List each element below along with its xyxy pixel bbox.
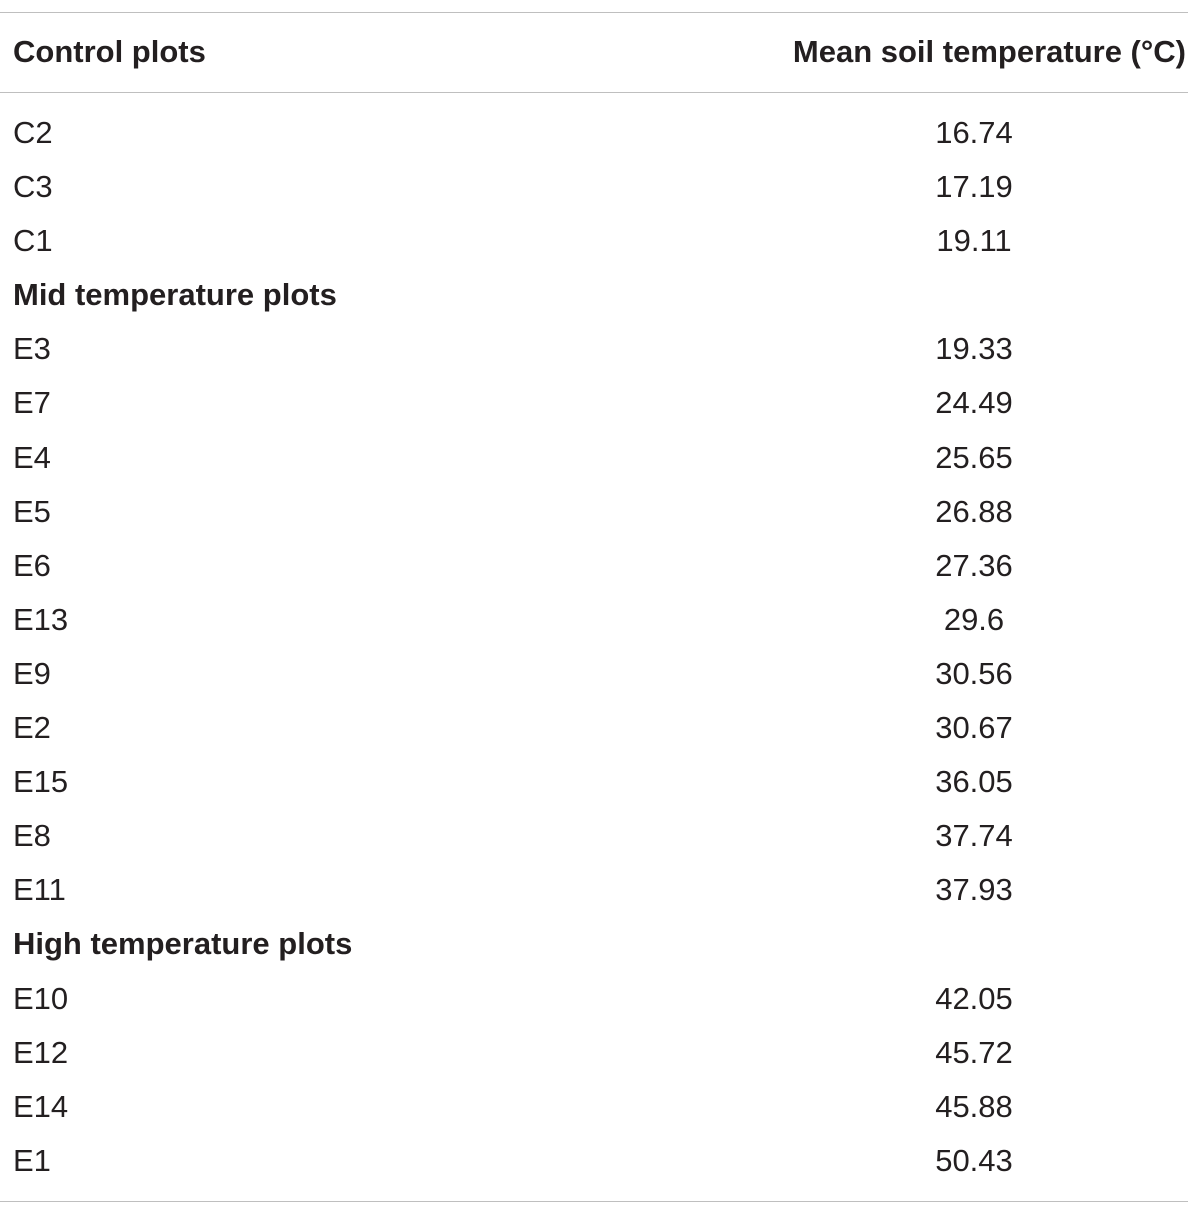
mean-temperature-value: 29.6: [943, 601, 1005, 637]
table-row: E2 30.67: [0, 701, 1188, 755]
table-row: E14 45.88: [0, 1080, 1188, 1134]
table-body: C2 16.74 C3 17.19 C1 19.11 Mid temperature plo…: [0, 106, 1188, 1188]
plot-label: E15: [13, 764, 69, 800]
table-row: C1 19.11: [0, 214, 1188, 268]
mean-temperature-value: 25.65: [935, 439, 1013, 475]
mean-temperature-value: 16.74: [935, 115, 1013, 150]
plot-label: E12: [13, 1034, 69, 1070]
plot-label: C1: [13, 223, 53, 259]
mean-temperature-value: 19.11: [936, 223, 1012, 259]
table-row: C3 17.19: [0, 160, 1188, 214]
table-header-row: Control plots Mean soil temperature (°C): [0, 12, 1188, 92]
header-control-plots: Control plots: [13, 34, 206, 69]
plot-label: E6: [13, 547, 51, 583]
table-row: E1 50.43: [0, 1134, 1188, 1188]
plot-label: C3: [13, 169, 53, 205]
plot-label: E14: [13, 1088, 69, 1124]
table-row: E6 27.36: [0, 539, 1188, 593]
table-row: E10 42.05: [0, 972, 1188, 1026]
table-row: E4 25.65: [0, 431, 1188, 485]
plot-label: E10: [13, 980, 69, 1016]
mean-temperature-value: 24.49: [935, 385, 1013, 421]
table-row: E7 24.49: [0, 376, 1188, 430]
mean-temperature-value: 26.88: [935, 493, 1013, 529]
mean-temperature-value: 30.56: [935, 655, 1013, 691]
plot-label: C2: [13, 115, 53, 150]
table-row: C2 16.74: [0, 106, 1188, 160]
mean-temperature-value: 45.88: [935, 1088, 1013, 1124]
group-heading: High temperature plots: [13, 926, 353, 962]
table-group-row: High temperature plots: [0, 917, 1188, 971]
mean-temperature-value: 50.43: [935, 1142, 1013, 1178]
table-row: E5 26.88: [0, 485, 1188, 539]
table-row: E8 37.74: [0, 809, 1188, 863]
mean-temperature-value: 42.05: [935, 980, 1013, 1016]
mean-temperature-value: 36.05: [935, 764, 1013, 800]
mean-temperature-value: 37.93: [935, 872, 1013, 908]
mean-temperature-value: 17.19: [935, 169, 1013, 205]
table-row: E3 19.33: [0, 322, 1188, 376]
table-top-rule: [0, 12, 1188, 13]
mean-temperature-value: 45.72: [935, 1034, 1013, 1070]
mean-temperature-value: 37.74: [935, 818, 1013, 854]
mean-temperature-value: 19.33: [935, 331, 1013, 367]
table-row: E12 45.72: [0, 1026, 1188, 1080]
table-group-row: Mid temperature plots: [0, 268, 1188, 322]
plot-label: E9: [13, 655, 51, 691]
mean-temperature-value: 27.36: [935, 547, 1013, 583]
table-header-rule: [0, 92, 1188, 93]
table-row: E11 37.93: [0, 863, 1188, 917]
mean-temperature-value: 30.67: [935, 710, 1013, 746]
table-row: E15 36.05: [0, 755, 1188, 809]
plot-label: E2: [13, 710, 51, 746]
header-mean-soil-temperature: Mean soil temperature (°C): [792, 34, 1186, 69]
table-row: E9 30.56: [0, 647, 1188, 701]
table-row: E13 29.6: [0, 593, 1188, 647]
plot-label: E1: [13, 1142, 51, 1178]
group-heading: Mid temperature plots: [13, 277, 337, 313]
plot-label: E11: [13, 872, 66, 908]
plot-label: E13: [13, 601, 69, 637]
plot-label: E5: [13, 493, 51, 529]
plot-label: E3: [13, 331, 51, 367]
plot-label: E7: [13, 385, 51, 421]
table-bottom-rule: [0, 1201, 1188, 1202]
plot-label: E8: [13, 818, 51, 854]
plot-label: E4: [13, 439, 51, 475]
